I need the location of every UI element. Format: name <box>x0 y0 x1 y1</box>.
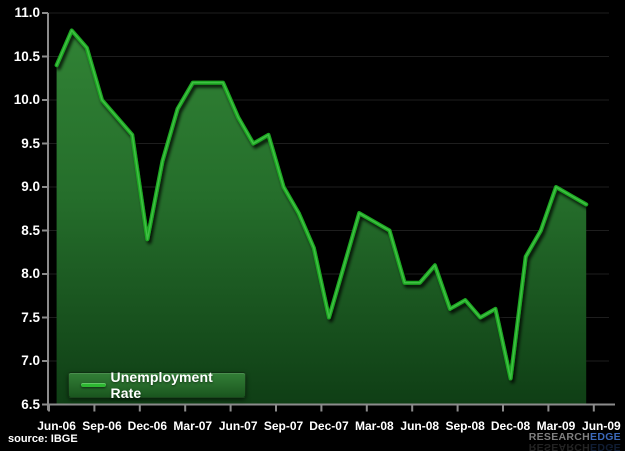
series-area-fill <box>56 30 587 405</box>
x-tick-label: Dec-08 <box>490 419 531 433</box>
y-tick-label: 10.5 <box>13 48 40 64</box>
y-tick-label: 7.0 <box>21 353 40 368</box>
x-tick-label: Jun-09 <box>582 419 621 433</box>
y-tick-label: 10.0 <box>13 92 40 107</box>
legend: Unemployment Rate <box>68 369 246 401</box>
x-tick-label: Mar-07 <box>173 419 213 433</box>
x-tick-label: Sep-08 <box>445 419 485 433</box>
x-tick-label: Sep-07 <box>263 419 304 433</box>
source-note: source: IBGE <box>8 433 78 445</box>
y-tick-label: 9.5 <box>21 135 40 151</box>
x-tick-label: Jun-06 <box>37 419 76 433</box>
researchedge-logo: RESEARCHEDGE RESEARCHEDGE <box>529 432 621 451</box>
y-tick-label: 6.5 <box>21 396 40 412</box>
x-tick-label: Jun-08 <box>400 419 440 433</box>
x-tick-label: Dec-07 <box>309 419 349 433</box>
logo-edge-text: EDGE <box>590 431 621 443</box>
series-line-group <box>54 28 589 381</box>
y-tick-label: 11.0 <box>14 5 40 20</box>
x-tick-label: Dec-06 <box>127 419 168 433</box>
y-tick-label: 9.0 <box>21 179 40 194</box>
y-tick-label: 7.5 <box>21 309 40 325</box>
series-line-highlight <box>55 29 587 380</box>
legend-label: Unemployment Rate <box>110 369 213 401</box>
logo-research-text: RESEARCH <box>528 431 591 443</box>
researchedge-logo-text: RESEARCHEDGE <box>529 432 621 443</box>
x-tick-label: Mar-08 <box>355 419 394 433</box>
y-tick-label: 8.0 <box>21 266 40 281</box>
legend-line-swatch <box>81 383 106 387</box>
x-tick-label: Mar-09 <box>536 419 576 433</box>
axes <box>42 12 615 412</box>
x-tick-label: Sep-06 <box>82 419 122 433</box>
y-tick-label: 8.5 <box>21 222 40 238</box>
researchedge-logo-reflection: RESEARCHEDGE <box>528 443 621 451</box>
x-tick-label: Jun-07 <box>218 419 258 433</box>
